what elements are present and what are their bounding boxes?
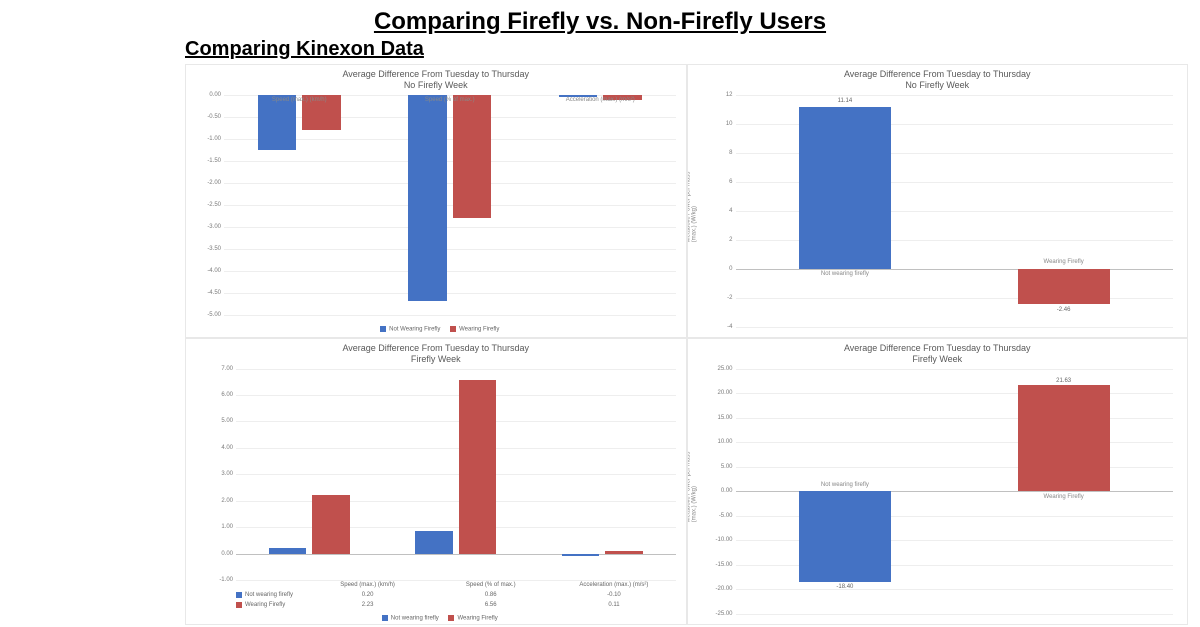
plot-area: -1.000.001.002.003.004.005.006.007.00 xyxy=(236,369,676,580)
bar xyxy=(799,107,891,268)
plot-area: -4-202468101211.14Not wearing firefly-2.… xyxy=(736,95,1174,327)
chart-title: Average Difference From Tuesday to Thurs… xyxy=(688,65,1188,92)
data-table: Speed (max.) (km/h)Speed (% of max.)Acce… xyxy=(236,580,676,610)
chart-title: Average Difference From Tuesday to Thurs… xyxy=(186,65,686,92)
legend: Not Wearing Firefly Wearing Firefly xyxy=(186,326,686,333)
legend-swatch-b xyxy=(448,615,454,621)
page-title: Comparing Firefly vs. Non-Firefly Users xyxy=(0,0,1200,38)
bar xyxy=(605,551,642,554)
y-axis-label: Metabolic Power per mass(max.) (W/kg) xyxy=(687,452,697,523)
legend: Not wearing firefly Wearing Firefly xyxy=(186,615,686,622)
chart-top-right: Average Difference From Tuesday to Thurs… xyxy=(687,64,1189,338)
chart-title: Average Difference From Tuesday to Thurs… xyxy=(688,339,1188,366)
chart-title: Average Difference From Tuesday to Thurs… xyxy=(186,339,686,366)
bar xyxy=(562,554,599,557)
legend-swatch-a xyxy=(382,615,388,621)
chart-bottom-left: Average Difference From Tuesday to Thurs… xyxy=(185,338,687,625)
chart-bottom-right: Average Difference From Tuesday to Thurs… xyxy=(687,338,1189,625)
bar xyxy=(269,548,306,553)
section-subtitle: Comparing Kinexon Data xyxy=(0,38,1200,61)
y-axis-label: Metabolic Power per mass(max.) (W/kg) xyxy=(687,171,697,242)
legend-swatch-a xyxy=(380,326,386,332)
bar xyxy=(258,95,296,150)
bar xyxy=(1018,269,1110,305)
bar xyxy=(408,95,446,301)
plot-area: -5.00-4.50-4.00-3.50-3.00-2.50-2.00-1.50… xyxy=(224,95,676,315)
bar xyxy=(415,531,452,554)
bar xyxy=(453,95,491,218)
bar xyxy=(312,495,349,554)
chart-grid: Average Difference From Tuesday to Thurs… xyxy=(185,64,1188,625)
chart-top-left: Average Difference From Tuesday to Thurs… xyxy=(185,64,687,338)
plot-area: -25.00-20.00-15.00-10.00-5.000.005.0010.… xyxy=(736,369,1174,614)
legend-swatch-b xyxy=(450,326,456,332)
bar xyxy=(799,491,891,581)
bar xyxy=(459,380,496,553)
bar xyxy=(1018,385,1110,491)
